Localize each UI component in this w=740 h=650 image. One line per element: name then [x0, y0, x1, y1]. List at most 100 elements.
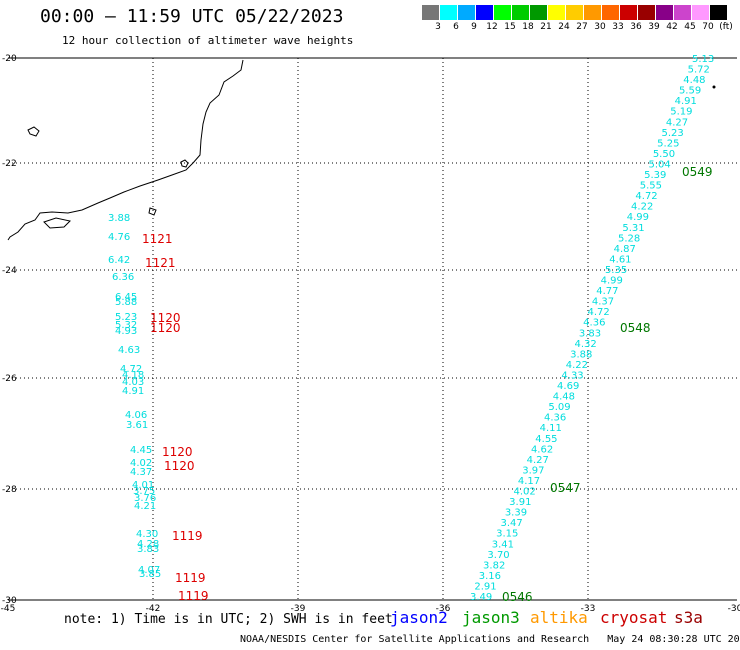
wave-value-east: 5.09	[548, 402, 570, 413]
wave-value-east: 4.11	[540, 423, 562, 434]
wave-value-west: 3.85	[139, 569, 161, 580]
wave-value-east: 3.88	[570, 349, 592, 360]
pass-time-west: 1119	[178, 589, 209, 603]
wave-value-west: 4.63	[118, 345, 140, 356]
legend-swatch	[710, 5, 727, 20]
wave-value-east: 3.49	[470, 592, 492, 603]
wave-value-west: 4.07	[138, 565, 160, 576]
wave-value-east: 4.02	[514, 487, 536, 498]
legend-label: 21	[540, 22, 552, 32]
wave-value-west: 4.72	[120, 364, 142, 375]
island-dot	[712, 85, 716, 89]
legend-swatch	[692, 5, 709, 20]
lon-tick-label: -39	[291, 604, 306, 614]
legend-swatch	[476, 5, 493, 20]
wave-value-west: 3.88	[108, 213, 130, 224]
wave-value-east: 5.72	[688, 65, 710, 76]
legend-swatch	[494, 5, 511, 20]
lon-tick-label: -42	[146, 604, 161, 614]
wave-value-east: 5.13	[692, 54, 714, 65]
wave-value-east: 4.32	[574, 339, 596, 350]
legend-label: (ft)	[719, 22, 733, 32]
pass-time-west: 1120	[150, 311, 181, 325]
wave-value-east: 5.19	[670, 107, 692, 118]
wave-value-east: 4.55	[535, 434, 557, 445]
wave-value-west: 3.76	[134, 493, 156, 504]
footer-credit: NOAA/NESDIS Center for Satellite Applica…	[240, 634, 740, 645]
lat-tick-label: -30	[2, 596, 17, 606]
wave-value-east: 3.83	[579, 328, 601, 339]
wave-value-west: 3.75	[133, 486, 155, 497]
wave-value-west: 4.76	[108, 232, 130, 243]
wave-value-west: 4.30	[136, 529, 158, 540]
pass-time-west: 1121	[145, 256, 176, 270]
wave-value-east: 5.31	[622, 223, 644, 234]
wave-value-east: 5.23	[662, 128, 684, 139]
legend-label: 24	[558, 22, 570, 32]
pass-time-east: 0548	[620, 321, 651, 335]
wave-value-east: 5.04	[648, 159, 670, 170]
bay-outline	[43, 217, 72, 229]
satellite-s3a: s3a	[674, 608, 703, 627]
lon-tick-label: -33	[581, 604, 596, 614]
satellite-jason2: jason2	[390, 608, 448, 627]
wave-value-east: 4.48	[553, 392, 575, 403]
island-outline	[180, 159, 189, 168]
wave-value-west: 5.23	[115, 312, 137, 323]
wave-value-west: 3.61	[126, 420, 148, 431]
wave-value-west: 4.93	[115, 326, 137, 337]
wave-value-east: 3.70	[487, 550, 509, 561]
wave-value-east: 5.59	[679, 86, 701, 97]
wave-value-east: 4.27	[527, 455, 549, 466]
legend-label: 3	[435, 22, 441, 32]
legend-label: 70	[702, 22, 714, 32]
legend-label: 18	[522, 22, 534, 32]
wave-value-east: 4.77	[596, 286, 618, 297]
wave-value-east: 4.22	[566, 360, 588, 371]
wave-value-west: 5.32	[115, 320, 137, 331]
legend-label: 39	[648, 22, 660, 32]
island-outline	[148, 207, 157, 216]
legend-swatch	[602, 5, 619, 20]
legend-label: 33	[612, 22, 624, 32]
wave-value-west: 4.02	[130, 458, 152, 469]
pass-time-west: 1120	[162, 445, 193, 459]
island-outline	[27, 126, 40, 137]
wave-value-east: 4.99	[601, 276, 623, 287]
legend-swatch	[656, 5, 673, 20]
satellite-altika: altika	[530, 608, 588, 627]
wave-value-west: 6.36	[112, 272, 134, 283]
wave-value-west: 4.91	[122, 386, 144, 397]
wave-value-west: 6.45	[115, 292, 137, 303]
wave-value-west: 3.83	[137, 544, 159, 555]
legend-swatch	[566, 5, 583, 20]
satellite-cryosat: cryosat	[600, 608, 668, 627]
pass-time-west: 1120	[150, 321, 181, 335]
wave-value-east: 4.27	[666, 117, 688, 128]
legend-swatch	[584, 5, 601, 20]
wave-value-east: 2.91	[474, 581, 496, 592]
wave-value-east: 3.15	[496, 529, 518, 540]
legend-label: 15	[504, 22, 516, 32]
lon-tick-label: -36	[436, 604, 451, 614]
wave-value-east: 3.91	[509, 497, 531, 508]
wave-value-east: 4.22	[631, 202, 653, 213]
wave-value-east: 4.91	[675, 96, 697, 107]
wave-value-east: 5.55	[640, 181, 662, 192]
wave-value-east: 3.39	[505, 508, 527, 519]
wave-value-east: 4.36	[544, 413, 566, 424]
legend-swatch	[674, 5, 691, 20]
wave-value-west: 4.18	[122, 370, 144, 381]
map-title: 00:00 – 11:59 UTC 05/22/2023	[40, 6, 344, 27]
lat-tick-label: -22	[2, 159, 17, 169]
wave-value-east: 4.99	[627, 212, 649, 223]
wave-value-east: 3.16	[479, 571, 501, 582]
pass-time-east: 0549	[682, 165, 713, 179]
pass-time-west: 1119	[172, 529, 203, 543]
wave-value-east: 4.37	[592, 297, 614, 308]
map-subtitle: 12 hour collection of altimeter wave hei…	[62, 34, 354, 47]
wave-value-east: 4.62	[531, 444, 553, 455]
legend-swatch	[512, 5, 529, 20]
satellite-jason3: jason3	[462, 608, 520, 627]
legend-label: 27	[576, 22, 588, 32]
